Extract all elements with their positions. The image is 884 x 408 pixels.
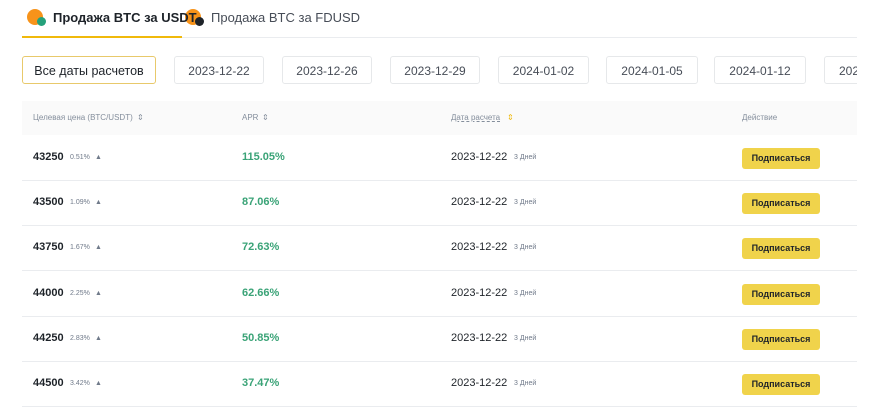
- up-arrow: ▲: [95, 334, 102, 342]
- active-tab-underline: [22, 36, 182, 38]
- price: 44000: [33, 286, 64, 299]
- price-change: 2.83%: [70, 334, 90, 342]
- row-divider: [22, 360, 857, 362]
- column-header[interactable]: Целевая цена (BTC/USDT): [33, 113, 133, 122]
- date-filter[interactable]: 202: [824, 56, 857, 84]
- settlement-date: 2023-12-22: [451, 377, 508, 389]
- price-change: 2.25%: [70, 289, 90, 297]
- sort-icon[interactable]: ⇕: [137, 113, 144, 122]
- subscribe-button[interactable]: Подписаться: [742, 148, 820, 169]
- date-filter[interactable]: 2024-01-12: [714, 56, 806, 84]
- apr: 115.05%: [242, 151, 285, 163]
- price: 43250: [33, 151, 64, 163]
- sort-icon[interactable]: ⇕: [262, 113, 269, 122]
- apr: 87.06%: [242, 196, 280, 209]
- term: 3 Дней: [514, 244, 537, 252]
- price-change: 1.67%: [70, 244, 90, 252]
- up-arrow: ▲: [95, 244, 102, 252]
- up-arrow: ▲: [95, 380, 102, 387]
- up-arrow: ▲: [95, 154, 102, 161]
- term: 3 Дней: [514, 289, 537, 297]
- row-divider: [22, 270, 857, 272]
- row-divider: [22, 406, 857, 407]
- date-filter[interactable]: 2023-12-29: [390, 56, 480, 84]
- date-filter[interactable]: Все даты расчетов: [22, 56, 156, 84]
- table-header: [22, 101, 857, 135]
- subscribe-button[interactable]: Подписаться: [742, 283, 820, 305]
- tab-divider: [22, 37, 857, 38]
- settlement-date: 2023-12-22: [451, 196, 508, 209]
- row-divider: [22, 225, 857, 227]
- price: 43500: [33, 196, 64, 209]
- sort-icon[interactable]: ⇕: [507, 113, 514, 122]
- column-header[interactable]: APR: [242, 113, 259, 122]
- term: 3 Дней: [514, 199, 537, 207]
- settlement-date: 2023-12-22: [451, 151, 508, 163]
- column-header: Действие: [742, 113, 778, 122]
- up-arrow: ▲: [95, 289, 102, 297]
- apr: 62.66%: [242, 286, 280, 299]
- term: 3 Дней: [514, 154, 537, 161]
- tab[interactable]: Продажа BTC за USDT: [53, 10, 197, 25]
- date-filter[interactable]: 2023-12-26: [282, 56, 372, 84]
- apr: 37.47%: [242, 377, 280, 389]
- date-filter[interactable]: 2023-12-22: [174, 56, 264, 84]
- fdusd-badge: [195, 17, 204, 26]
- usdt-badge: [37, 17, 46, 26]
- row-divider: [22, 180, 857, 181]
- row-divider: [22, 315, 857, 317]
- date-filter[interactable]: 2024-01-05: [606, 56, 698, 84]
- subscribe-button[interactable]: Подписаться: [742, 374, 820, 395]
- settlement-date: 2023-12-22: [451, 286, 508, 299]
- subscribe-button[interactable]: Подписаться: [742, 193, 820, 215]
- term: 3 Дней: [514, 380, 537, 387]
- tab[interactable]: Продажа BTC за FDUSD: [211, 10, 361, 25]
- up-arrow: ▲: [95, 199, 102, 207]
- column-header[interactable]: Дата расчета: [451, 113, 501, 122]
- apr: 72.63%: [242, 241, 280, 254]
- settlement-date: 2023-12-22: [451, 241, 508, 254]
- apr: 50.85%: [242, 331, 280, 344]
- settlement-date: 2023-12-22: [451, 331, 508, 344]
- subscribe-button[interactable]: Подписаться: [742, 238, 820, 260]
- subscribe-button[interactable]: Подписаться: [742, 328, 820, 350]
- date-filters: Все даты расчетов 2023-12-22 2023-12-26 202…: [22, 56, 857, 86]
- term: 3 Дней: [514, 334, 537, 342]
- price: 43750: [33, 241, 64, 254]
- price: 44500: [33, 377, 64, 389]
- price-change: 3.42%: [70, 380, 90, 387]
- price-change: 0.51%: [70, 154, 90, 161]
- price-change: 1.09%: [70, 199, 90, 207]
- price: 44250: [33, 331, 64, 344]
- date-filter[interactable]: 2024-01-02: [498, 56, 589, 84]
